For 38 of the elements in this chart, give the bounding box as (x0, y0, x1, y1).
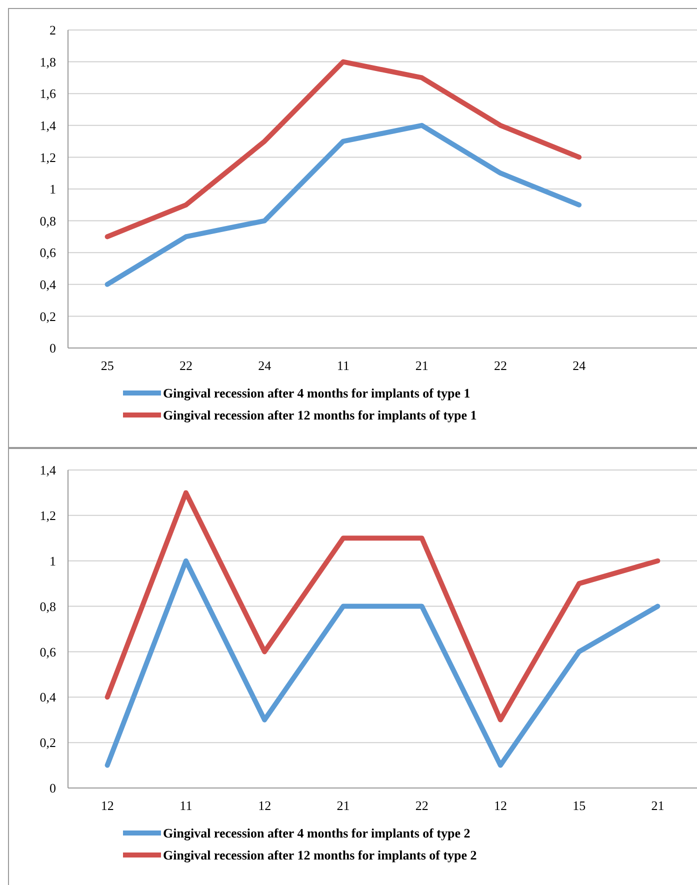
x-tick-label: 21 (336, 798, 350, 813)
x-tick-label: 21 (651, 798, 664, 813)
legend-label: Gingival recession after 12 months for implants of type 1 (163, 408, 477, 423)
y-tick-label: 0 (50, 340, 56, 356)
y-tick-label: 0 (50, 780, 56, 796)
legend-label: Gingival recession after 4 months for implants of type 2 (163, 826, 470, 841)
x-tick-label: 12 (258, 798, 272, 813)
x-tick-label: 24 (258, 358, 272, 373)
y-tick-label: 1,4 (40, 462, 56, 478)
y-tick-label: 1,4 (40, 118, 56, 133)
y-tick-label: 2 (50, 22, 56, 38)
x-tick-label: 25 (100, 358, 114, 373)
x-tick-label: 21 (415, 358, 428, 373)
y-tick-label: 0,2 (40, 308, 56, 324)
x-tick-label: 22 (179, 358, 192, 373)
y-tick-label: 0,8 (40, 213, 56, 228)
y-tick-label: 1,8 (40, 54, 56, 70)
y-tick-label: 0,8 (40, 598, 56, 614)
x-tick-label: 12 (494, 798, 507, 813)
x-tick-label: 15 (572, 798, 586, 813)
y-tick-label: 1,2 (40, 150, 56, 165)
y-tick-label: 0,6 (40, 245, 56, 260)
x-tick-label: 22 (494, 358, 507, 373)
y-tick-label: 1 (50, 553, 56, 568)
y-tick-label: 0,6 (40, 644, 56, 660)
x-tick-label: 11 (180, 798, 192, 813)
legend-label: Gingival recession after 12 months for implants of type 2 (163, 848, 477, 863)
y-tick-label: 0,4 (40, 276, 56, 292)
y-tick-label: 1,2 (40, 508, 56, 523)
x-tick-label: 11 (336, 358, 350, 373)
y-tick-label: 0,4 (40, 690, 56, 705)
y-tick-label: 1,6 (40, 86, 56, 102)
y-tick-label: 1 (50, 182, 56, 197)
x-tick-label: 22 (415, 798, 428, 813)
y-tick-label: 0,2 (40, 735, 56, 750)
x-tick-label: 24 (572, 358, 586, 373)
x-tick-label: 12 (100, 798, 114, 813)
legend-label: Gingival recession after 4 months for implants of type 1 (163, 386, 470, 401)
